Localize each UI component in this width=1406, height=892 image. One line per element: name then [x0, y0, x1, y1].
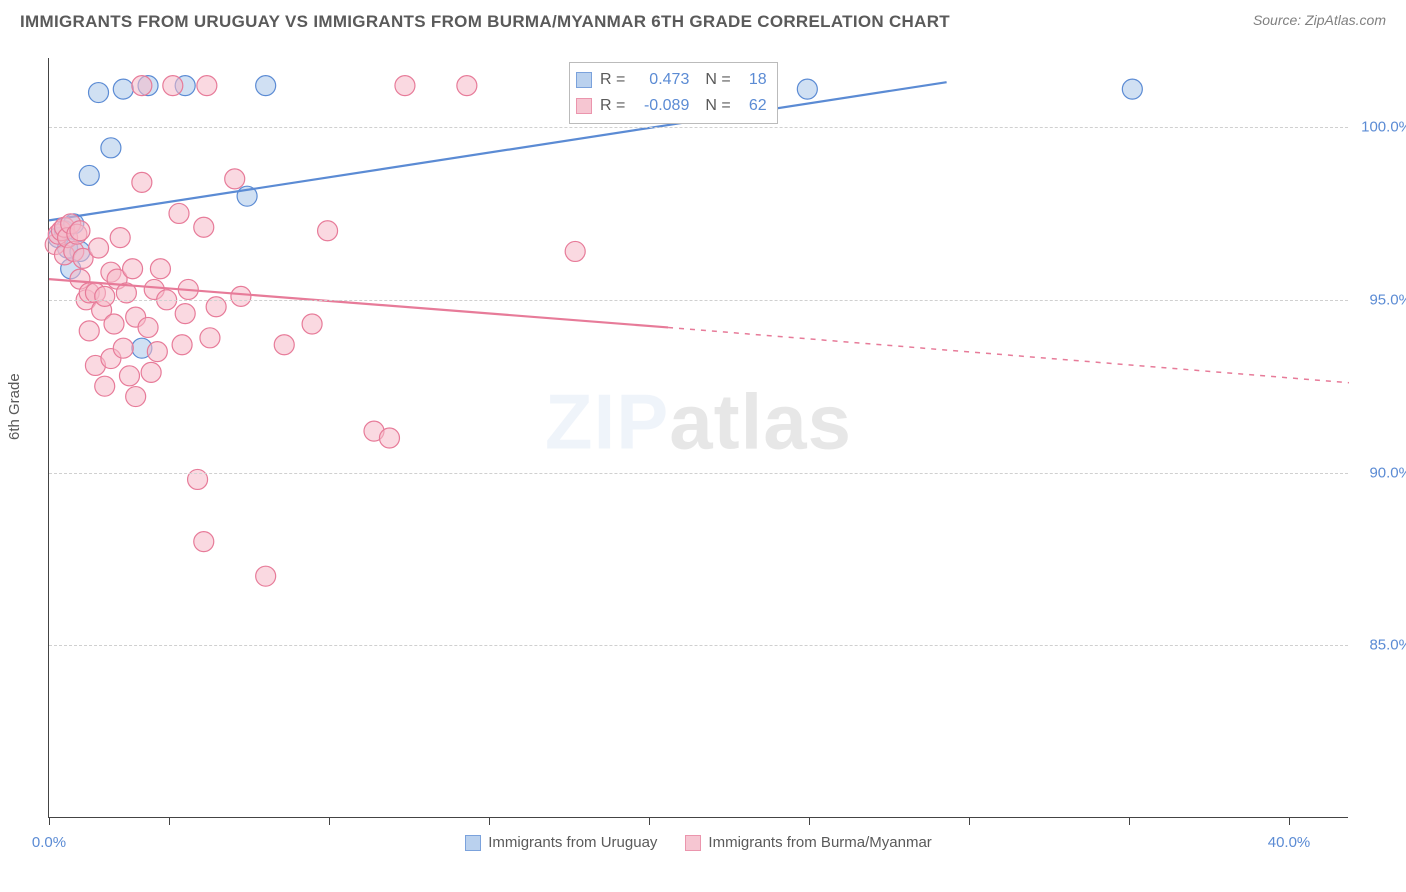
data-point: [113, 79, 133, 99]
data-point: [231, 286, 251, 306]
trend-line-dashed: [668, 327, 1349, 382]
x-tick-label: 0.0%: [32, 834, 66, 851]
gridline: [49, 127, 1348, 128]
data-point: [194, 532, 214, 552]
x-tick: [169, 817, 170, 825]
data-point: [197, 76, 217, 96]
data-point: [150, 259, 170, 279]
data-point: [95, 286, 115, 306]
x-tick: [1289, 817, 1290, 825]
legend-label: Immigrants from Uruguay: [488, 834, 657, 851]
data-point: [141, 362, 161, 382]
chart-title: IMMIGRANTS FROM URUGUAY VS IMMIGRANTS FR…: [20, 12, 950, 32]
x-tick: [969, 817, 970, 825]
x-tick-label: 40.0%: [1268, 834, 1311, 851]
y-tick-label: 85.0%: [1369, 637, 1406, 654]
legend-swatch: [465, 835, 481, 851]
data-point: [79, 321, 99, 341]
data-point: [147, 342, 167, 362]
data-point: [113, 338, 133, 358]
data-point: [123, 259, 143, 279]
data-point: [169, 203, 189, 223]
data-point: [172, 335, 192, 355]
x-tick: [329, 817, 330, 825]
legend-stat-row: R =-0.089N =62: [576, 93, 767, 119]
data-point: [126, 387, 146, 407]
y-axis-label: 6th Grade: [6, 373, 23, 440]
trend-line: [49, 82, 947, 220]
data-point: [110, 228, 130, 248]
data-point: [1122, 79, 1142, 99]
data-point: [797, 79, 817, 99]
data-point: [565, 241, 585, 261]
data-point: [79, 165, 99, 185]
legend-stat-row: R =0.473N =18: [576, 67, 767, 93]
data-point: [302, 314, 322, 334]
legend-stats-box: R =0.473N =18R =-0.089N =62: [569, 62, 778, 124]
chart-svg: [49, 58, 1348, 817]
data-point: [89, 83, 109, 103]
x-tick: [809, 817, 810, 825]
source-label: Source: ZipAtlas.com: [1253, 12, 1386, 28]
data-point: [89, 238, 109, 258]
data-point: [175, 304, 195, 324]
y-tick-label: 100.0%: [1361, 119, 1406, 136]
x-tick: [49, 817, 50, 825]
legend-label: Immigrants from Burma/Myanmar: [708, 834, 931, 851]
data-point: [95, 376, 115, 396]
data-point: [274, 335, 294, 355]
data-point: [318, 221, 338, 241]
y-tick-label: 90.0%: [1369, 464, 1406, 481]
legend-item: Immigrants from Uruguay: [465, 834, 657, 851]
data-point: [101, 138, 121, 158]
legend-swatch: [576, 72, 592, 88]
data-point: [225, 169, 245, 189]
data-point: [457, 76, 477, 96]
x-tick: [649, 817, 650, 825]
y-tick-label: 95.0%: [1369, 291, 1406, 308]
data-point: [104, 314, 124, 334]
data-point: [379, 428, 399, 448]
data-point: [138, 317, 158, 337]
gridline: [49, 645, 1348, 646]
data-point: [200, 328, 220, 348]
data-point: [163, 76, 183, 96]
data-point: [70, 221, 90, 241]
gridline: [49, 473, 1348, 474]
x-tick: [1129, 817, 1130, 825]
data-point: [395, 76, 415, 96]
legend-item: Immigrants from Burma/Myanmar: [685, 834, 931, 851]
data-point: [119, 366, 139, 386]
legend-swatch: [576, 98, 592, 114]
data-point: [194, 217, 214, 237]
legend-swatch: [685, 835, 701, 851]
data-point: [132, 76, 152, 96]
gridline: [49, 300, 1348, 301]
legend-bottom: Immigrants from Uruguay Immigrants from B…: [49, 834, 1348, 851]
data-point: [256, 76, 276, 96]
plot-area: ZIPatlas R =0.473N =18R =-0.089N =62 Imm…: [48, 58, 1348, 818]
data-point: [132, 172, 152, 192]
data-point: [256, 566, 276, 586]
x-tick: [489, 817, 490, 825]
